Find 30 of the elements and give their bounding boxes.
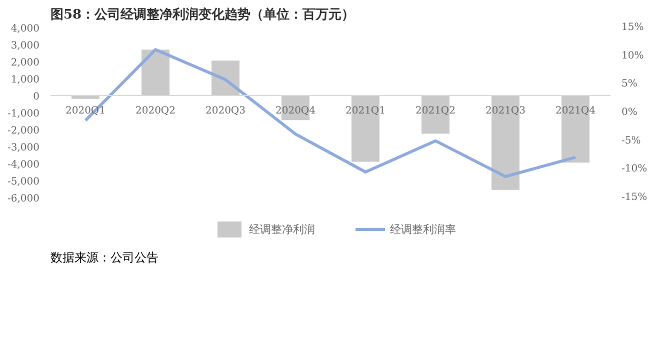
x-tick-label: 2021Q1 [345,106,386,116]
y2-tick-label: 10% [622,50,644,62]
y2-tick-label: -5% [622,135,641,146]
y-tick-label: 2,000 [10,58,40,68]
y2-tick-label: 15% [622,22,644,33]
y2-tick-label: 0% [622,107,638,118]
x-tick-label: 2021Q2 [415,106,456,116]
x-tick-label: 2021Q4 [555,106,596,116]
legend-label: 经调整利润率 [390,222,456,236]
y2-tick-label: -10% [622,164,648,175]
y-tick-label: -2,000 [7,126,40,136]
x-tick-label: 2020Q4 [275,106,316,116]
y-tick-label: -6,000 [7,194,40,204]
bar [142,50,170,96]
x-tick-label: 2020Q2 [135,106,176,116]
y-tick-label: 3,000 [10,40,40,52]
y-tick-label: 0 [33,92,40,102]
chart-title: 图58：公司经调整净利润变化趋势（单位：百万元） [50,6,355,22]
y2-tick-label: 5% [622,78,638,90]
y-tick-label: -1,000 [7,108,40,120]
y-tick-label: -4,000 [7,160,40,170]
y-tick-label: -5,000 [7,176,40,188]
x-tick-label: 2020Q3 [205,106,246,116]
source-note: 数据来源：公司公告 [50,250,158,264]
y2-tick-label: -15% [622,192,648,203]
y-tick-label: -3,000 [7,142,40,154]
y-tick-label: 4,000 [10,24,40,34]
x-tick-label: 2021Q3 [485,106,526,116]
y-tick-label: 1,000 [10,74,40,86]
legend-label: 经调整净利润 [249,222,315,236]
